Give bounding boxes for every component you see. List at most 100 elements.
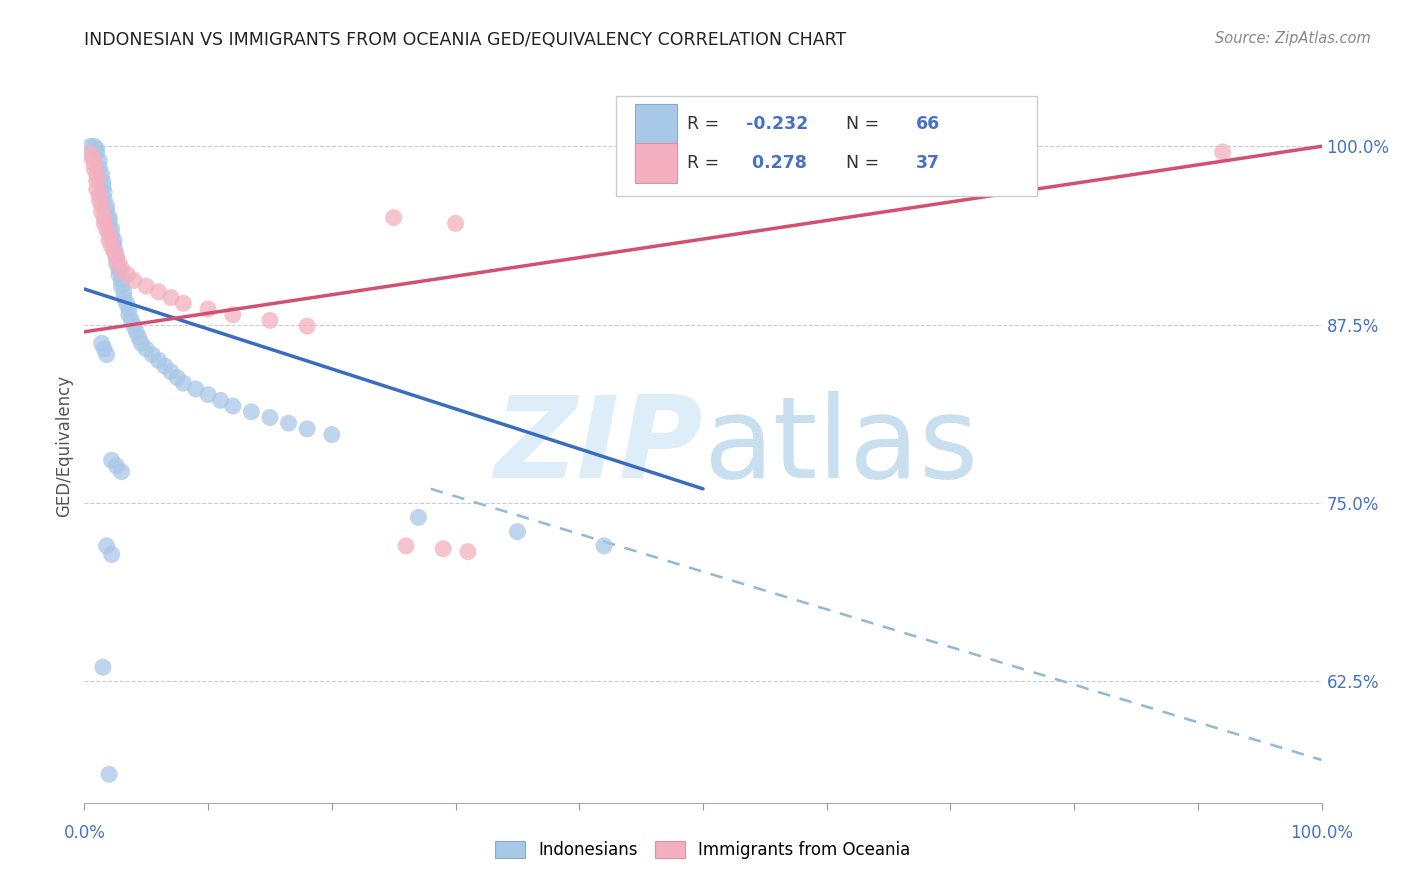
Point	[395, 539, 418, 553]
Point	[259, 313, 281, 327]
Point	[160, 365, 183, 379]
Point	[96, 539, 118, 553]
FancyBboxPatch shape	[636, 104, 678, 145]
Point	[277, 416, 299, 430]
Point	[122, 273, 145, 287]
Text: -0.232: -0.232	[747, 115, 808, 133]
Point	[91, 179, 114, 194]
Point	[1212, 145, 1234, 159]
Point	[110, 279, 132, 293]
Point	[91, 175, 114, 189]
Point	[93, 211, 115, 225]
Point	[197, 387, 219, 401]
Point	[98, 211, 121, 225]
Point	[98, 218, 121, 232]
Point	[83, 162, 105, 177]
Point	[89, 194, 111, 208]
Point	[209, 393, 232, 408]
Point	[122, 319, 145, 334]
Point	[166, 370, 188, 384]
Point	[118, 308, 141, 322]
Text: N =: N =	[835, 115, 886, 133]
Point	[100, 453, 122, 467]
Point	[93, 192, 115, 206]
Point	[108, 268, 131, 282]
Point	[115, 296, 138, 310]
Point	[110, 262, 132, 277]
Point	[98, 234, 121, 248]
Point	[96, 222, 118, 236]
Point	[93, 216, 115, 230]
Point	[128, 330, 150, 344]
Point	[86, 168, 108, 182]
Point	[120, 313, 142, 327]
Point	[105, 256, 128, 270]
Point	[444, 216, 467, 230]
Point	[90, 199, 112, 213]
Point	[80, 151, 103, 165]
Point	[98, 213, 121, 227]
Point	[93, 342, 115, 356]
Point	[135, 342, 157, 356]
Text: 37: 37	[915, 153, 939, 171]
Legend: Indonesians, Immigrants from Oceania: Indonesians, Immigrants from Oceania	[489, 834, 917, 866]
Text: R =: R =	[688, 153, 724, 171]
Point	[105, 251, 128, 265]
Point	[105, 251, 128, 265]
Point	[79, 146, 101, 161]
Point	[112, 285, 135, 299]
Point	[382, 211, 405, 225]
Point	[89, 187, 111, 202]
Text: INDONESIAN VS IMMIGRANTS FROM OCEANIA GED/EQUIVALENCY CORRELATION CHART: INDONESIAN VS IMMIGRANTS FROM OCEANIA GE…	[84, 31, 846, 49]
Point	[141, 348, 163, 362]
Point	[100, 239, 122, 253]
Point	[197, 301, 219, 316]
Point	[110, 465, 132, 479]
Point	[89, 161, 111, 175]
Point	[172, 296, 194, 310]
FancyBboxPatch shape	[636, 143, 678, 183]
Point	[90, 168, 112, 182]
Point	[103, 234, 125, 248]
Point	[295, 319, 318, 334]
Text: 100.0%: 100.0%	[1291, 824, 1353, 842]
Point	[184, 382, 207, 396]
Point	[86, 142, 108, 156]
Point	[103, 244, 125, 259]
Point	[117, 268, 139, 282]
Point	[408, 510, 430, 524]
Text: ZIP: ZIP	[495, 391, 703, 501]
Point	[160, 291, 183, 305]
Point	[172, 376, 194, 391]
Y-axis label: GED/Equivalency: GED/Equivalency	[55, 375, 73, 517]
Point	[96, 199, 118, 213]
Text: 0.0%: 0.0%	[63, 824, 105, 842]
Point	[148, 353, 170, 368]
Point	[222, 308, 245, 322]
Text: 0.278: 0.278	[747, 153, 807, 171]
Point	[321, 427, 343, 442]
Point	[259, 410, 281, 425]
Text: Source: ZipAtlas.com: Source: ZipAtlas.com	[1215, 31, 1371, 46]
Point	[110, 273, 132, 287]
Point	[432, 541, 454, 556]
Text: N =: N =	[835, 153, 886, 171]
Point	[108, 262, 131, 277]
Point	[240, 405, 263, 419]
Point	[135, 279, 157, 293]
Point	[148, 285, 170, 299]
Point	[100, 548, 122, 562]
Point	[83, 139, 105, 153]
Point	[506, 524, 529, 539]
Point	[93, 185, 115, 199]
Point	[295, 422, 318, 436]
Point	[118, 301, 141, 316]
Point	[100, 227, 122, 242]
Point	[593, 539, 616, 553]
Text: R =: R =	[688, 115, 724, 133]
Point	[83, 156, 105, 170]
Point	[89, 153, 111, 168]
Text: atlas: atlas	[703, 391, 979, 501]
Point	[96, 348, 118, 362]
Point	[79, 139, 101, 153]
